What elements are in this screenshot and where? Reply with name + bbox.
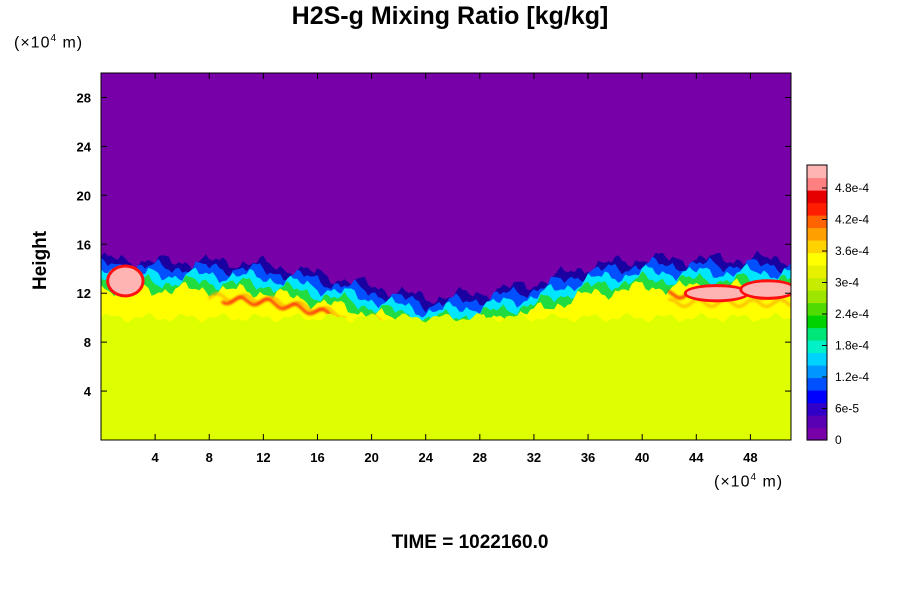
x-tick-label: 32 bbox=[527, 450, 541, 465]
x-tick-label: 40 bbox=[635, 450, 649, 465]
colorbar-swatch bbox=[807, 252, 827, 266]
high-patch bbox=[686, 287, 747, 300]
colorbar-label: 0 bbox=[835, 433, 842, 447]
lower-region bbox=[101, 313, 791, 440]
colorbar-swatch bbox=[807, 215, 827, 229]
high-patch bbox=[109, 267, 142, 295]
colorbar-swatch bbox=[807, 377, 827, 391]
colorbar-swatch bbox=[807, 202, 827, 216]
high-patch bbox=[742, 282, 791, 297]
x-tick-label: 28 bbox=[473, 450, 487, 465]
x-tick-label: 12 bbox=[256, 450, 270, 465]
chart-title: H2S-g Mixing Ratio [kg/kg] bbox=[291, 2, 609, 30]
y-tick-label: 8 bbox=[84, 335, 91, 350]
x-tick-label: 8 bbox=[206, 450, 213, 465]
time-readout: TIME = 1022160.0 bbox=[391, 532, 549, 553]
colorbar-swatch bbox=[807, 277, 827, 291]
colorbar-swatch bbox=[807, 390, 827, 404]
x-tick-label: 4 bbox=[152, 450, 160, 465]
colorbar-label: 1.8e-4 bbox=[835, 339, 869, 353]
y-tick-label: 4 bbox=[84, 384, 92, 399]
plot-frame bbox=[100, 72, 792, 441]
colorbar-swatch bbox=[807, 240, 827, 254]
colorbar-swatch bbox=[807, 165, 827, 179]
colorbar-label: 2.4e-4 bbox=[835, 307, 869, 321]
x-tick-label: 36 bbox=[581, 450, 595, 465]
x-tick-label: 44 bbox=[689, 450, 704, 465]
y-tick-label: 24 bbox=[77, 139, 92, 154]
colorbar-swatch bbox=[807, 427, 827, 441]
colorbar-swatch bbox=[807, 265, 827, 279]
colorbar-swatch bbox=[807, 190, 827, 204]
x-axis-unit: (×104 m) bbox=[714, 472, 784, 491]
y-tick-label: 28 bbox=[77, 90, 91, 105]
colorbar-label: 1.2e-4 bbox=[835, 370, 869, 384]
y-tick-label: 12 bbox=[77, 286, 91, 301]
colorbar-swatch bbox=[807, 315, 827, 329]
colorbar-swatch bbox=[807, 415, 827, 429]
y-tick-label: 20 bbox=[77, 188, 91, 203]
colorbar-frame bbox=[806, 164, 828, 441]
y-tick-label: 16 bbox=[77, 237, 91, 252]
y-axis-unit: (×104 m) bbox=[14, 33, 84, 52]
colorbar-label: 4.2e-4 bbox=[835, 213, 869, 227]
colorbar-label: 4.8e-4 bbox=[835, 181, 869, 195]
boundary-streak bbox=[221, 295, 333, 317]
colorbar-label: 6e-5 bbox=[835, 402, 859, 416]
colorbar-swatch bbox=[807, 302, 827, 316]
colorbar-swatch bbox=[807, 352, 827, 366]
colorbar-swatch bbox=[807, 327, 827, 341]
colorbar-label: 3.6e-4 bbox=[835, 244, 869, 258]
colorbar-swatch bbox=[807, 365, 827, 379]
colorbar-swatch bbox=[807, 402, 827, 416]
colorbar-swatch bbox=[807, 177, 827, 191]
colorbar-swatch bbox=[807, 290, 827, 304]
x-tick-label: 20 bbox=[364, 450, 378, 465]
colorbar-swatch bbox=[807, 340, 827, 354]
colorbar-label: 3e-4 bbox=[835, 276, 859, 290]
colorbar-swatch bbox=[807, 227, 827, 241]
x-tick-label: 24 bbox=[418, 450, 433, 465]
x-tick-label: 16 bbox=[310, 450, 324, 465]
x-tick-label: 48 bbox=[743, 450, 757, 465]
